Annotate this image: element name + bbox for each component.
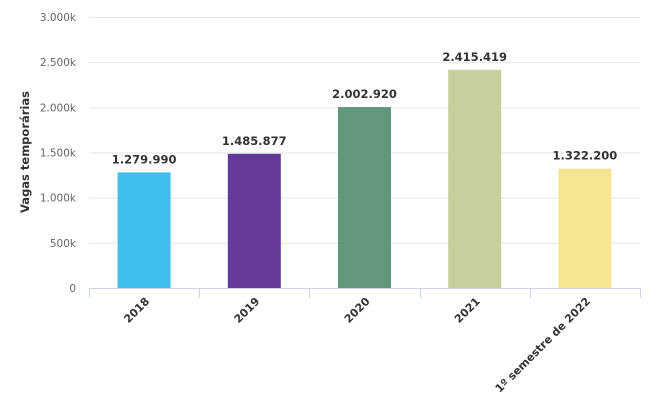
bar-2020[interactable] <box>338 107 391 289</box>
x-tick-label: 2018 <box>121 295 152 326</box>
x-tick-label: 2021 <box>452 295 483 326</box>
y-tick-label: 1.500k <box>40 148 77 160</box>
x-tick-label: 2020 <box>342 295 373 326</box>
bar-1º-semestre-de-2022[interactable] <box>558 168 612 288</box>
bar-2019[interactable] <box>227 153 281 288</box>
x-tick-label: 1º semestre de 2022 <box>493 295 593 395</box>
data-label: 1.322.200 <box>553 149 618 163</box>
y-tick-label: 2.000k <box>40 102 77 114</box>
bar-2021[interactable] <box>448 69 502 288</box>
bar-2018[interactable] <box>117 172 171 288</box>
data-label: 2.002.920 <box>332 87 397 101</box>
data-label: 1.485.877 <box>222 134 287 148</box>
data-label: 1.279.990 <box>112 152 177 166</box>
data-label: 2.415.419 <box>442 50 507 64</box>
y-tick-label: 0 <box>69 283 76 295</box>
y-tick-label: 500k <box>50 238 77 250</box>
x-tick-label: 2019 <box>232 295 263 326</box>
y-tick-label: 1.000k <box>40 193 77 205</box>
y-tick-label: 3.000k <box>40 12 77 24</box>
y-axis-title: Vagas temporárias <box>18 91 32 213</box>
y-tick-label: 2.500k <box>40 57 77 69</box>
